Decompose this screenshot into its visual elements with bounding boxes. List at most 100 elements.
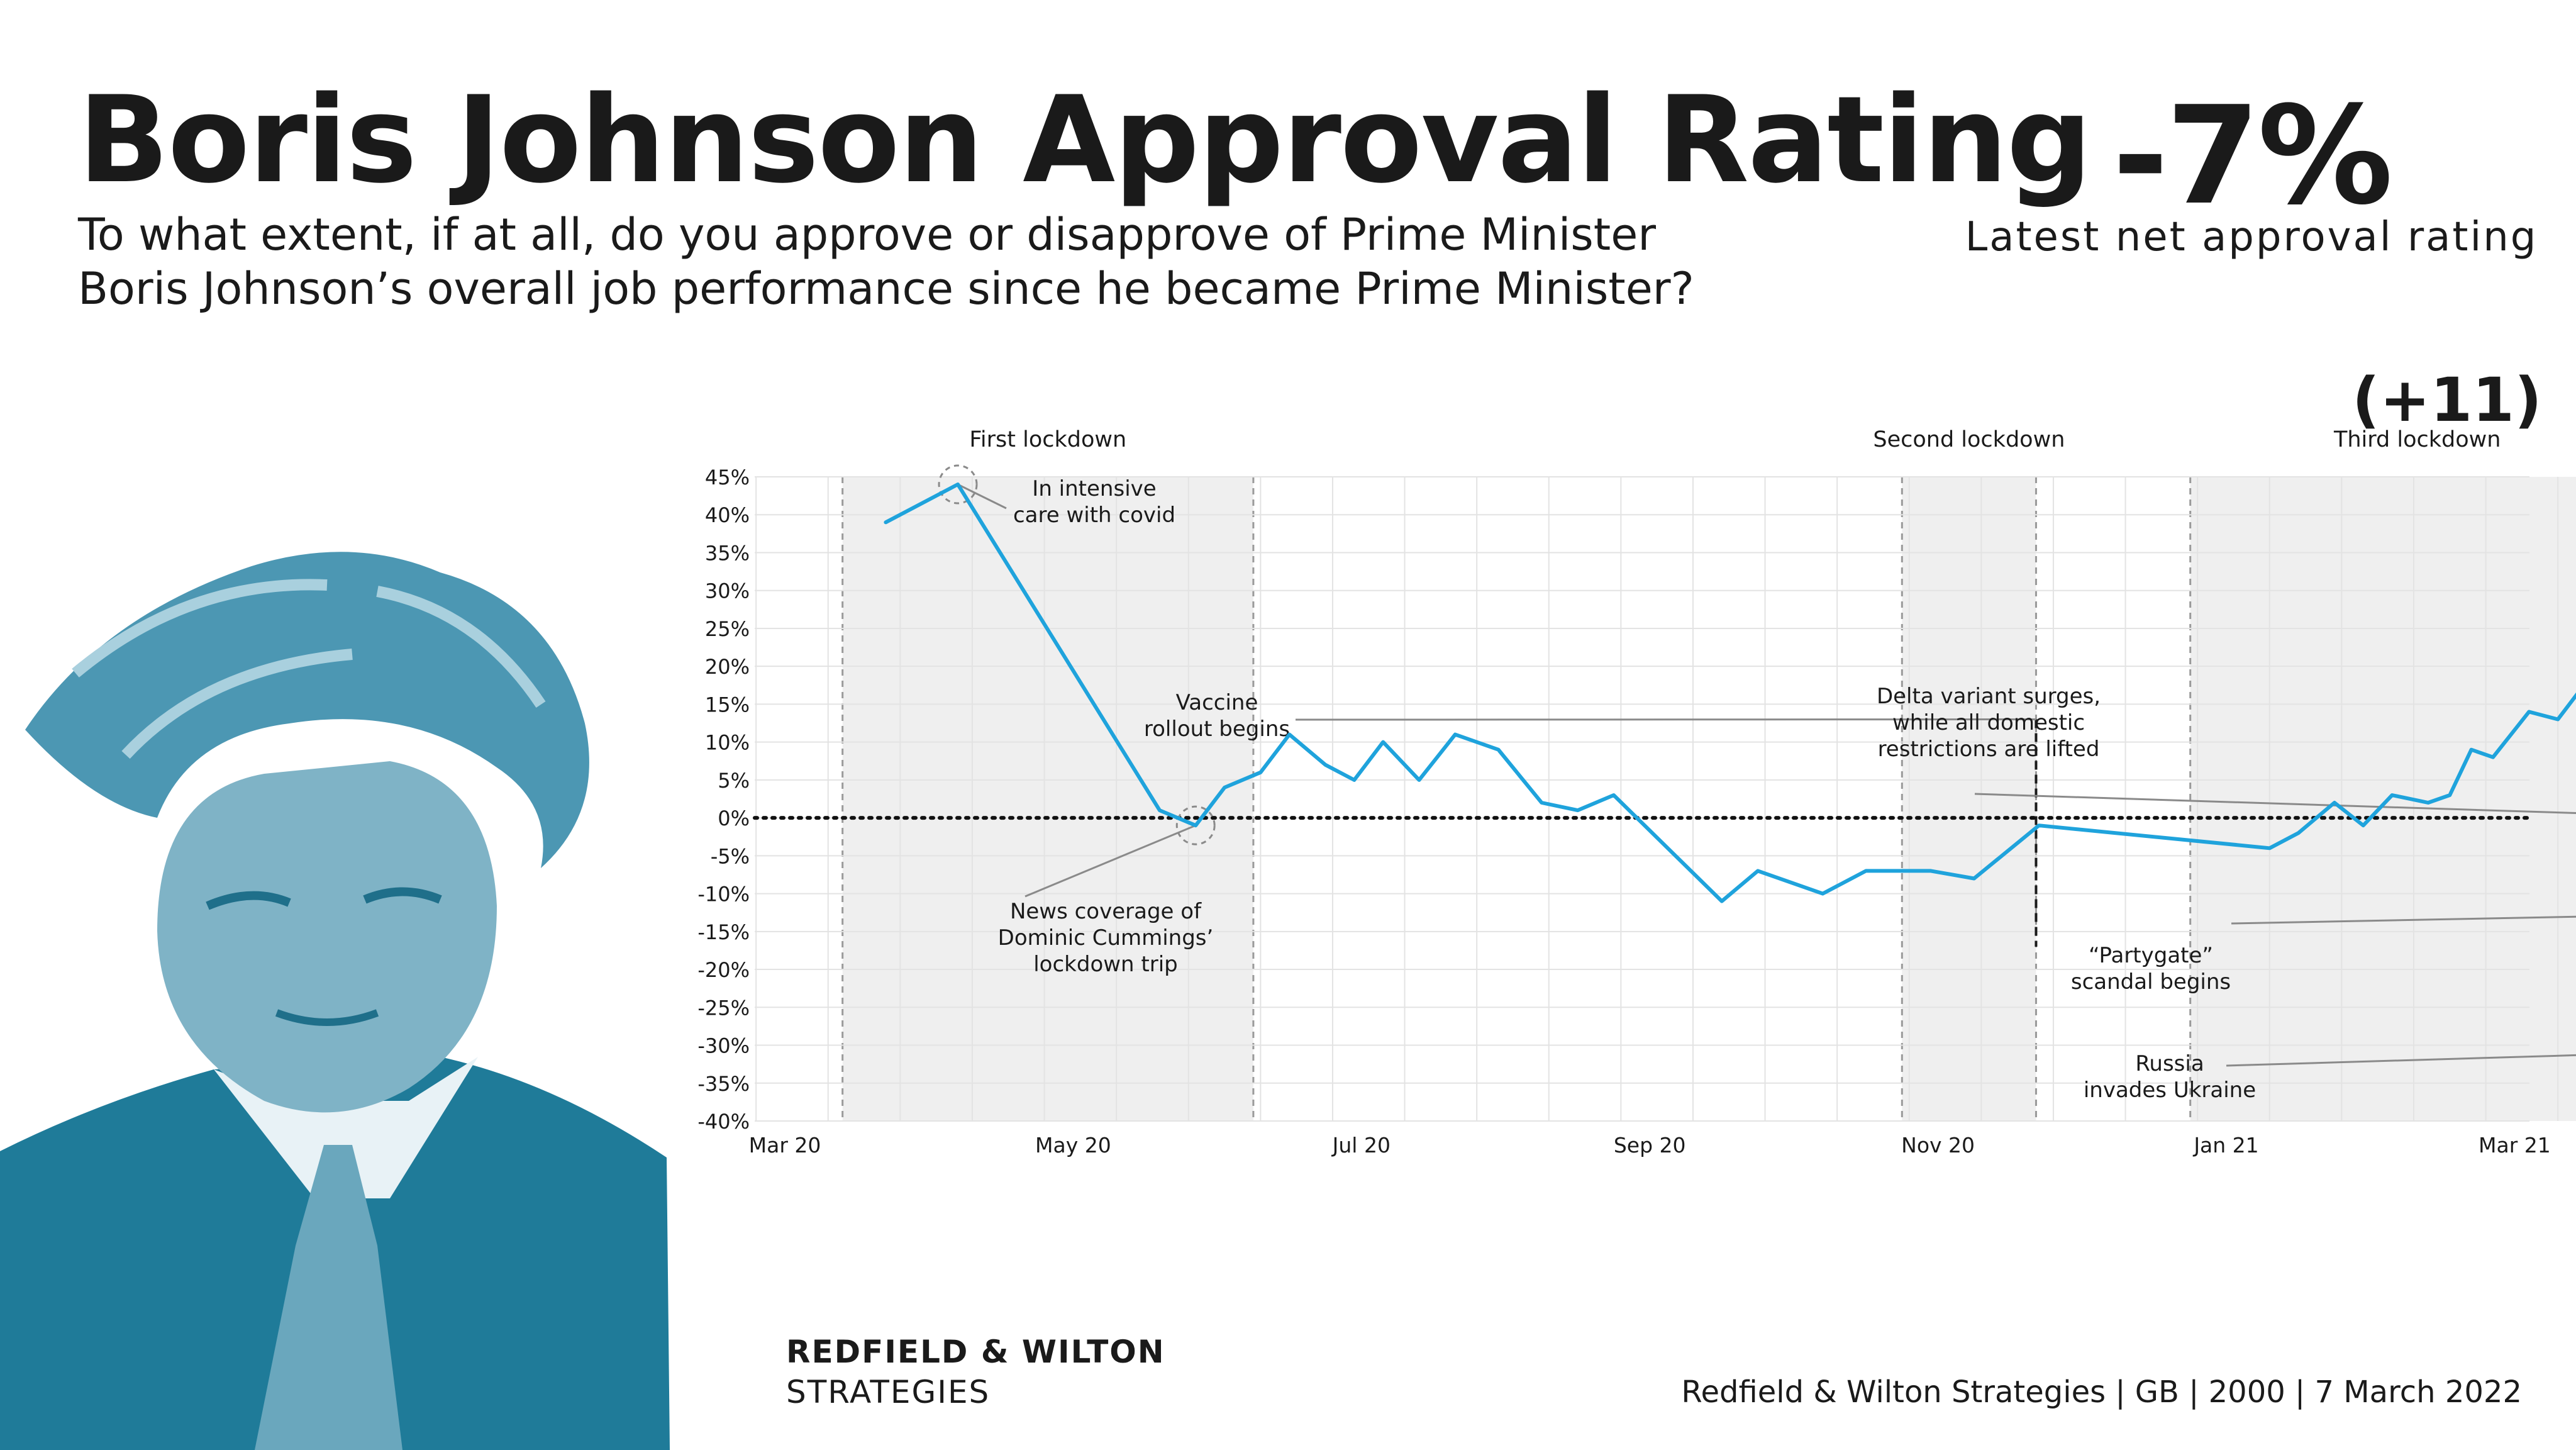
- y-tick-label: -35%: [697, 1072, 750, 1096]
- shaded-period: [2190, 477, 2576, 1121]
- annotation-leader: [2226, 1054, 2576, 1067]
- net-approval-change-badge: (+11): [2352, 365, 2542, 435]
- annotation-line: care with covid: [1013, 503, 1175, 528]
- annotation-line: lockdown trip: [1033, 952, 1178, 977]
- y-tick-label: -5%: [711, 844, 750, 868]
- period-label: First lockdown: [969, 427, 1126, 452]
- data-point: [957, 483, 959, 486]
- y-tick-label: -25%: [697, 996, 750, 1020]
- data-point: [2492, 756, 2494, 759]
- y-tick-label: 20%: [705, 655, 750, 679]
- data-point: [884, 521, 887, 523]
- latest-net-approval-value: -7%: [2112, 77, 2393, 235]
- data-point: [1821, 893, 1824, 895]
- y-tick-label: -10%: [697, 883, 750, 906]
- annotation-line: Delta variant surges,: [1877, 684, 2101, 709]
- annotation-line: restrictions are lifted: [1878, 737, 2100, 762]
- data-point: [1865, 869, 1867, 872]
- annotation-line: Dominic Cummings’: [998, 925, 1214, 951]
- data-point: [2333, 801, 2336, 804]
- data-point: [2297, 832, 2300, 834]
- data-point: [1973, 877, 1975, 879]
- data-point: [1613, 794, 1615, 796]
- annotation-line: “Partygate”: [2089, 943, 2213, 968]
- data-point: [1497, 749, 1500, 751]
- annotation-text: “Partygate” scandal begins: [2071, 943, 2231, 995]
- annotation-line: In intensive: [1032, 476, 1156, 501]
- data-point: [1158, 809, 1161, 811]
- data-point: [1418, 779, 1420, 781]
- data-point: [1577, 809, 1579, 811]
- subtitle-line-2: Boris Johnson’s overall job performance …: [78, 263, 1694, 315]
- brand-name-line-2: STRATEGIES: [786, 1374, 991, 1410]
- brand-name-line-1: REDFIELD & WILTON: [786, 1334, 1165, 1370]
- y-tick-label: -30%: [697, 1034, 750, 1058]
- data-point: [2470, 749, 2473, 751]
- data-point: [1259, 771, 1262, 774]
- data-point: [2268, 847, 2271, 849]
- y-tick-label: -20%: [697, 958, 750, 982]
- y-tick-label: 40%: [705, 503, 750, 527]
- annotation-leader: [2231, 915, 2576, 925]
- annotation-line: while all domestic: [1892, 710, 2085, 735]
- boris-johnson-portrait: [0, 552, 670, 1450]
- annotation-text: News coverage of Dominic Cummings’ lockdow…: [998, 899, 1214, 977]
- annotation-line: Russia: [2135, 1051, 2204, 1076]
- annotation-leader: [1974, 793, 2576, 815]
- shaded-period: [1902, 477, 2036, 1121]
- series-line-net-approval: [884, 482, 2576, 903]
- data-point: [2448, 794, 2451, 796]
- annotation-circle: [938, 464, 978, 505]
- data-point: [1324, 764, 1326, 766]
- brand-logo: REDFIELD & WILTON STRATEGIES: [786, 1334, 1165, 1410]
- data-point: [1223, 786, 1226, 789]
- period-label: Third lockdown: [2333, 427, 2501, 452]
- y-tick-label: 0%: [718, 806, 750, 830]
- subtitle-line-1: To what extent, if at all, do you approv…: [78, 209, 1657, 260]
- annotation-text: Vaccine rollout begins: [1144, 690, 1290, 742]
- data-point: [1757, 869, 1759, 872]
- data-point: [2557, 718, 2559, 721]
- y-tick-label: 45%: [705, 466, 750, 489]
- x-tick-label: Jul 20: [1331, 1133, 1391, 1157]
- annotation-line: rollout begins: [1144, 717, 1290, 742]
- y-tick-label: 30%: [705, 579, 750, 603]
- annotation-text: Russia invades Ukraine: [2084, 1051, 2256, 1103]
- x-tick-label: Nov 20: [1901, 1133, 1975, 1157]
- shaded-period: [842, 477, 1253, 1121]
- data-point: [2528, 710, 2530, 713]
- annotation-line: invades Ukraine: [2084, 1078, 2256, 1103]
- data-point: [1353, 779, 1355, 781]
- y-tick-label: 15%: [705, 693, 750, 717]
- y-tick-label: 5%: [718, 769, 750, 793]
- annotation-text: In intensive care with covid: [1013, 476, 1175, 528]
- period-label: Second lockdown: [1873, 427, 2065, 452]
- annotation-circle: [1175, 805, 1216, 845]
- data-point: [1721, 900, 1723, 903]
- annotation-line: Vaccine: [1176, 690, 1258, 715]
- data-point: [1929, 869, 1932, 872]
- annotation-text: Delta variant surges, while all domestic r…: [1877, 684, 2101, 762]
- y-tick-label: -40%: [697, 1110, 750, 1134]
- source-note: Redfield & Wilton Strategies | GB | 2000…: [1681, 1375, 2522, 1410]
- x-tick-label: Sep 20: [1614, 1133, 1686, 1157]
- annotation-line: News coverage of: [1010, 899, 1202, 924]
- data-point: [1288, 733, 1291, 736]
- data-point: [2362, 824, 2365, 827]
- annotation-leader: [957, 483, 1007, 510]
- data-point: [1382, 741, 1384, 744]
- x-tick-label: Mar 21: [2479, 1133, 2551, 1157]
- data-point: [2391, 794, 2394, 796]
- data-point: [1540, 801, 1543, 804]
- chart-title: Boris Johnson Approval Rating: [78, 70, 2092, 209]
- data-point: [1454, 733, 1457, 736]
- y-tick-label: 35%: [705, 541, 750, 565]
- data-point: [2038, 824, 2040, 827]
- chart-subtitle: To what extent, if at all, do you approv…: [78, 208, 1694, 316]
- data-point: [2427, 801, 2429, 804]
- x-tick-label: Mar 20: [749, 1133, 821, 1157]
- annotation-leader: [1024, 824, 1196, 898]
- x-tick-label: Jan 21: [2192, 1133, 2258, 1157]
- x-tick-label: May 20: [1035, 1133, 1111, 1157]
